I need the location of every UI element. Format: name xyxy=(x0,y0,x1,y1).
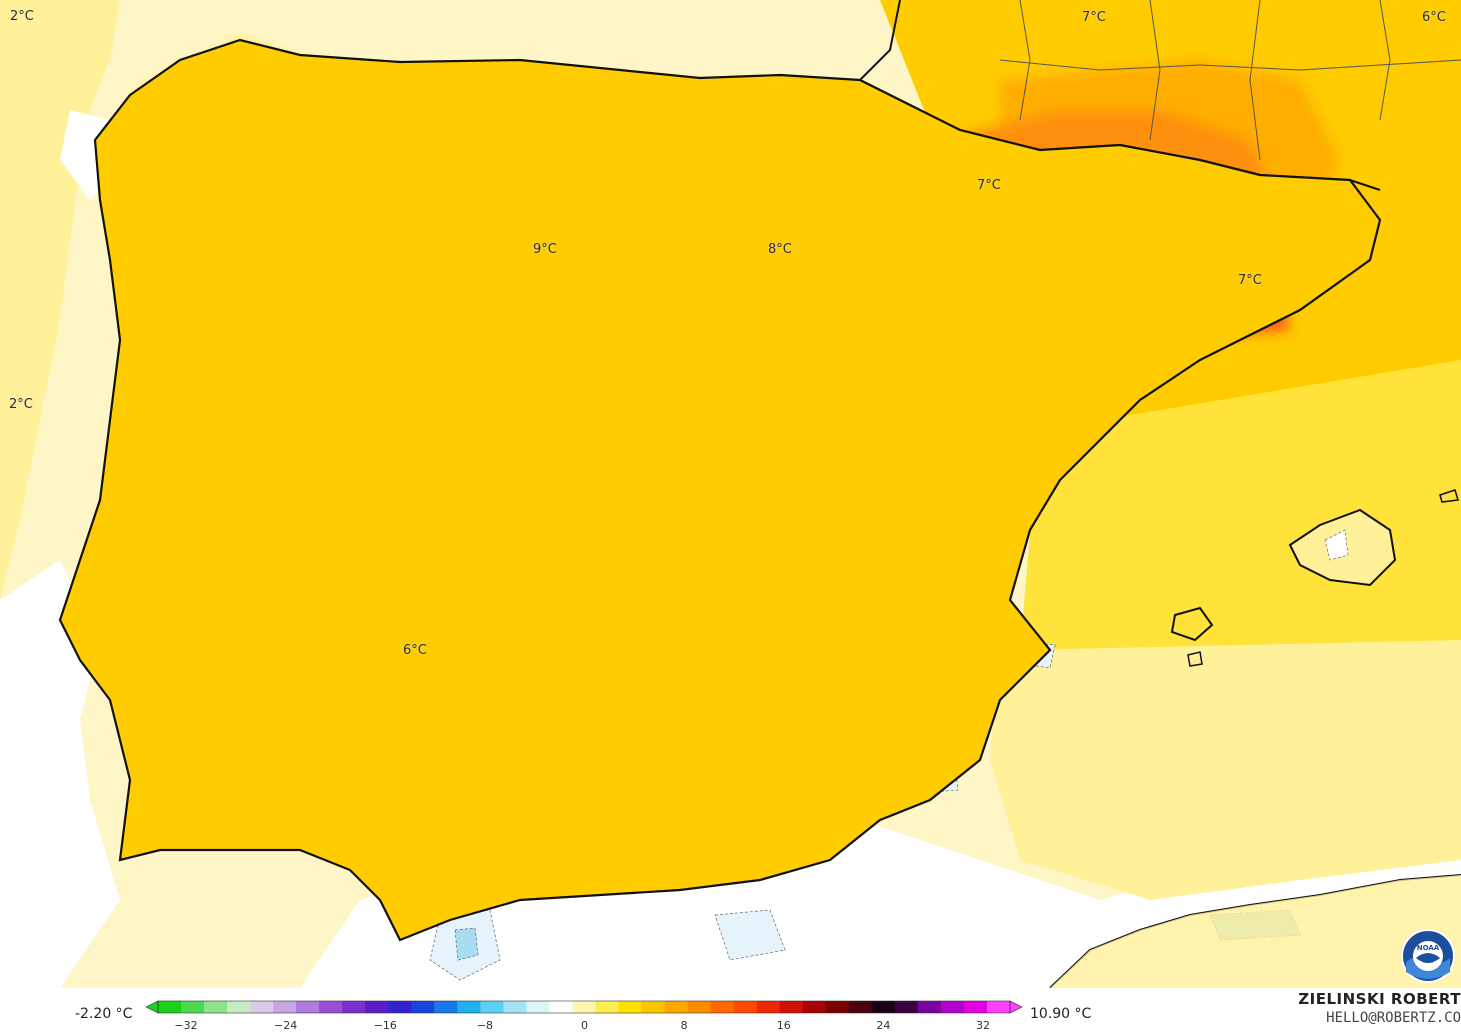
temperature-label: 2°C xyxy=(9,397,33,412)
legend-swatch xyxy=(779,1001,804,1013)
north-africa-land xyxy=(1050,875,1461,988)
map-canvas xyxy=(0,0,1461,988)
temperature-anomaly-map: 2°C 2°C 9°C 8°C 7°C 7°C 7°C 6°C 6°C NOAA xyxy=(0,0,1461,988)
legend-swatch xyxy=(365,1001,389,1013)
legend-swatch xyxy=(572,1001,597,1013)
legend-swatch xyxy=(940,1001,965,1013)
legend-swatch xyxy=(457,1001,481,1013)
noaa-logo: NOAA xyxy=(1401,929,1455,983)
temperature-label: 9°C xyxy=(533,242,557,257)
legend-swatch xyxy=(181,1001,205,1013)
legend-swatch xyxy=(480,1001,504,1013)
author-email: HELLO@ROBERTZ.CO xyxy=(1326,1010,1461,1026)
legend-swatch xyxy=(710,1001,735,1013)
legend-swatch xyxy=(526,1001,550,1013)
legend-swatch xyxy=(687,1001,712,1013)
legend-swatch xyxy=(917,1001,942,1013)
legend-tick-label: −8 xyxy=(476,1019,493,1032)
legend-swatch xyxy=(848,1001,873,1013)
temperature-label: 2°C xyxy=(10,9,34,24)
legend-swatch xyxy=(894,1001,919,1013)
legend-swatch xyxy=(595,1001,620,1013)
legend-swatch xyxy=(296,1001,320,1013)
temperature-label: 7°C xyxy=(1082,10,1106,25)
yellow-zone-mediterranean xyxy=(990,620,1461,900)
legend-swatch xyxy=(733,1001,758,1013)
legend-swatch xyxy=(204,1001,228,1013)
noaa-logo-text: NOAA xyxy=(1417,944,1440,952)
legend-tick-label: 16 xyxy=(776,1019,791,1032)
legend-tick-label: 24 xyxy=(876,1019,891,1032)
legend-swatch xyxy=(641,1001,666,1013)
legend-swatch xyxy=(273,1001,297,1013)
legend-colorbar xyxy=(145,1000,1023,1014)
legend-frame xyxy=(157,1000,1011,1014)
temperature-label: 6°C xyxy=(403,643,427,658)
legend-swatch xyxy=(250,1001,274,1013)
legend-tick-label: 0 xyxy=(581,1019,588,1032)
legend-swatch xyxy=(227,1001,251,1013)
legend-tick-label: −16 xyxy=(373,1019,397,1032)
author-name: ZIELINSKI ROBERT xyxy=(1298,990,1461,1008)
legend-tick-label: 32 xyxy=(976,1019,990,1032)
legend-min-value: -2.20 °C xyxy=(75,1006,133,1022)
legend-swatch xyxy=(871,1001,896,1013)
france-borders xyxy=(999,0,1461,161)
legend-max-arrow xyxy=(1009,1000,1023,1014)
temperature-label: 6°C xyxy=(1422,10,1446,25)
legend-swatch xyxy=(549,1001,573,1013)
legend-swatch xyxy=(342,1001,366,1013)
legend-swatch xyxy=(756,1001,781,1013)
temperature-label: 7°C xyxy=(977,178,1001,193)
legend-swatch xyxy=(158,1001,182,1013)
legend-tick-label: 8 xyxy=(680,1019,688,1032)
legend-swatch xyxy=(963,1001,988,1013)
balearic-islands xyxy=(1170,489,1459,667)
legend-swatch xyxy=(388,1001,412,1013)
legend-swatches xyxy=(158,1001,1011,1013)
legend-swatch xyxy=(434,1001,458,1013)
legend-min-arrow xyxy=(145,1000,159,1014)
legend-tick-label: −32 xyxy=(174,1019,198,1032)
legend-swatch xyxy=(802,1001,827,1013)
atlantic-shelf xyxy=(0,0,120,600)
legend-swatch xyxy=(411,1001,435,1013)
legend-swatch xyxy=(664,1001,689,1013)
legend-swatch xyxy=(825,1001,850,1013)
france-coast xyxy=(859,0,901,81)
legend-swatch xyxy=(618,1001,643,1013)
temperature-label: 7°C xyxy=(1238,273,1262,288)
temperature-label: 8°C xyxy=(768,242,792,257)
legend-swatch xyxy=(986,1001,1011,1013)
legend-max-value: 10.90 °C xyxy=(1030,1006,1092,1022)
legend-swatch xyxy=(319,1001,343,1013)
legend-tick-label: −24 xyxy=(274,1019,298,1032)
legend xyxy=(0,988,1461,1035)
legend-swatch xyxy=(503,1001,527,1013)
